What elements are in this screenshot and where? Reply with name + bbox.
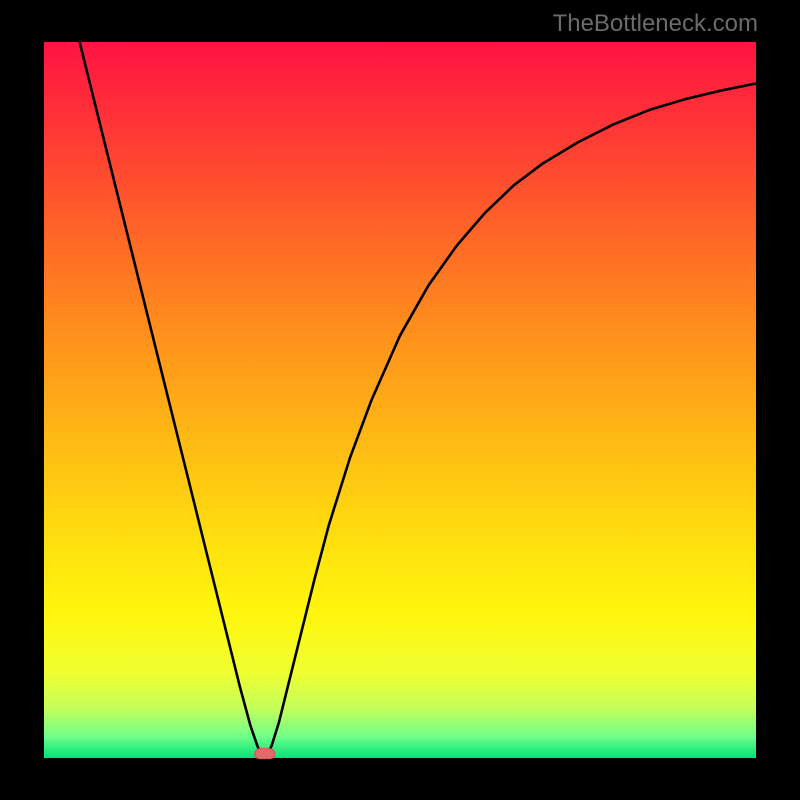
watermark-text: TheBottleneck.com xyxy=(553,10,758,38)
figure-root: TheBottleneck.com xyxy=(0,0,800,800)
overlay-svg xyxy=(0,0,800,800)
bottleneck-curve xyxy=(80,42,756,758)
minimum-marker xyxy=(255,749,275,759)
